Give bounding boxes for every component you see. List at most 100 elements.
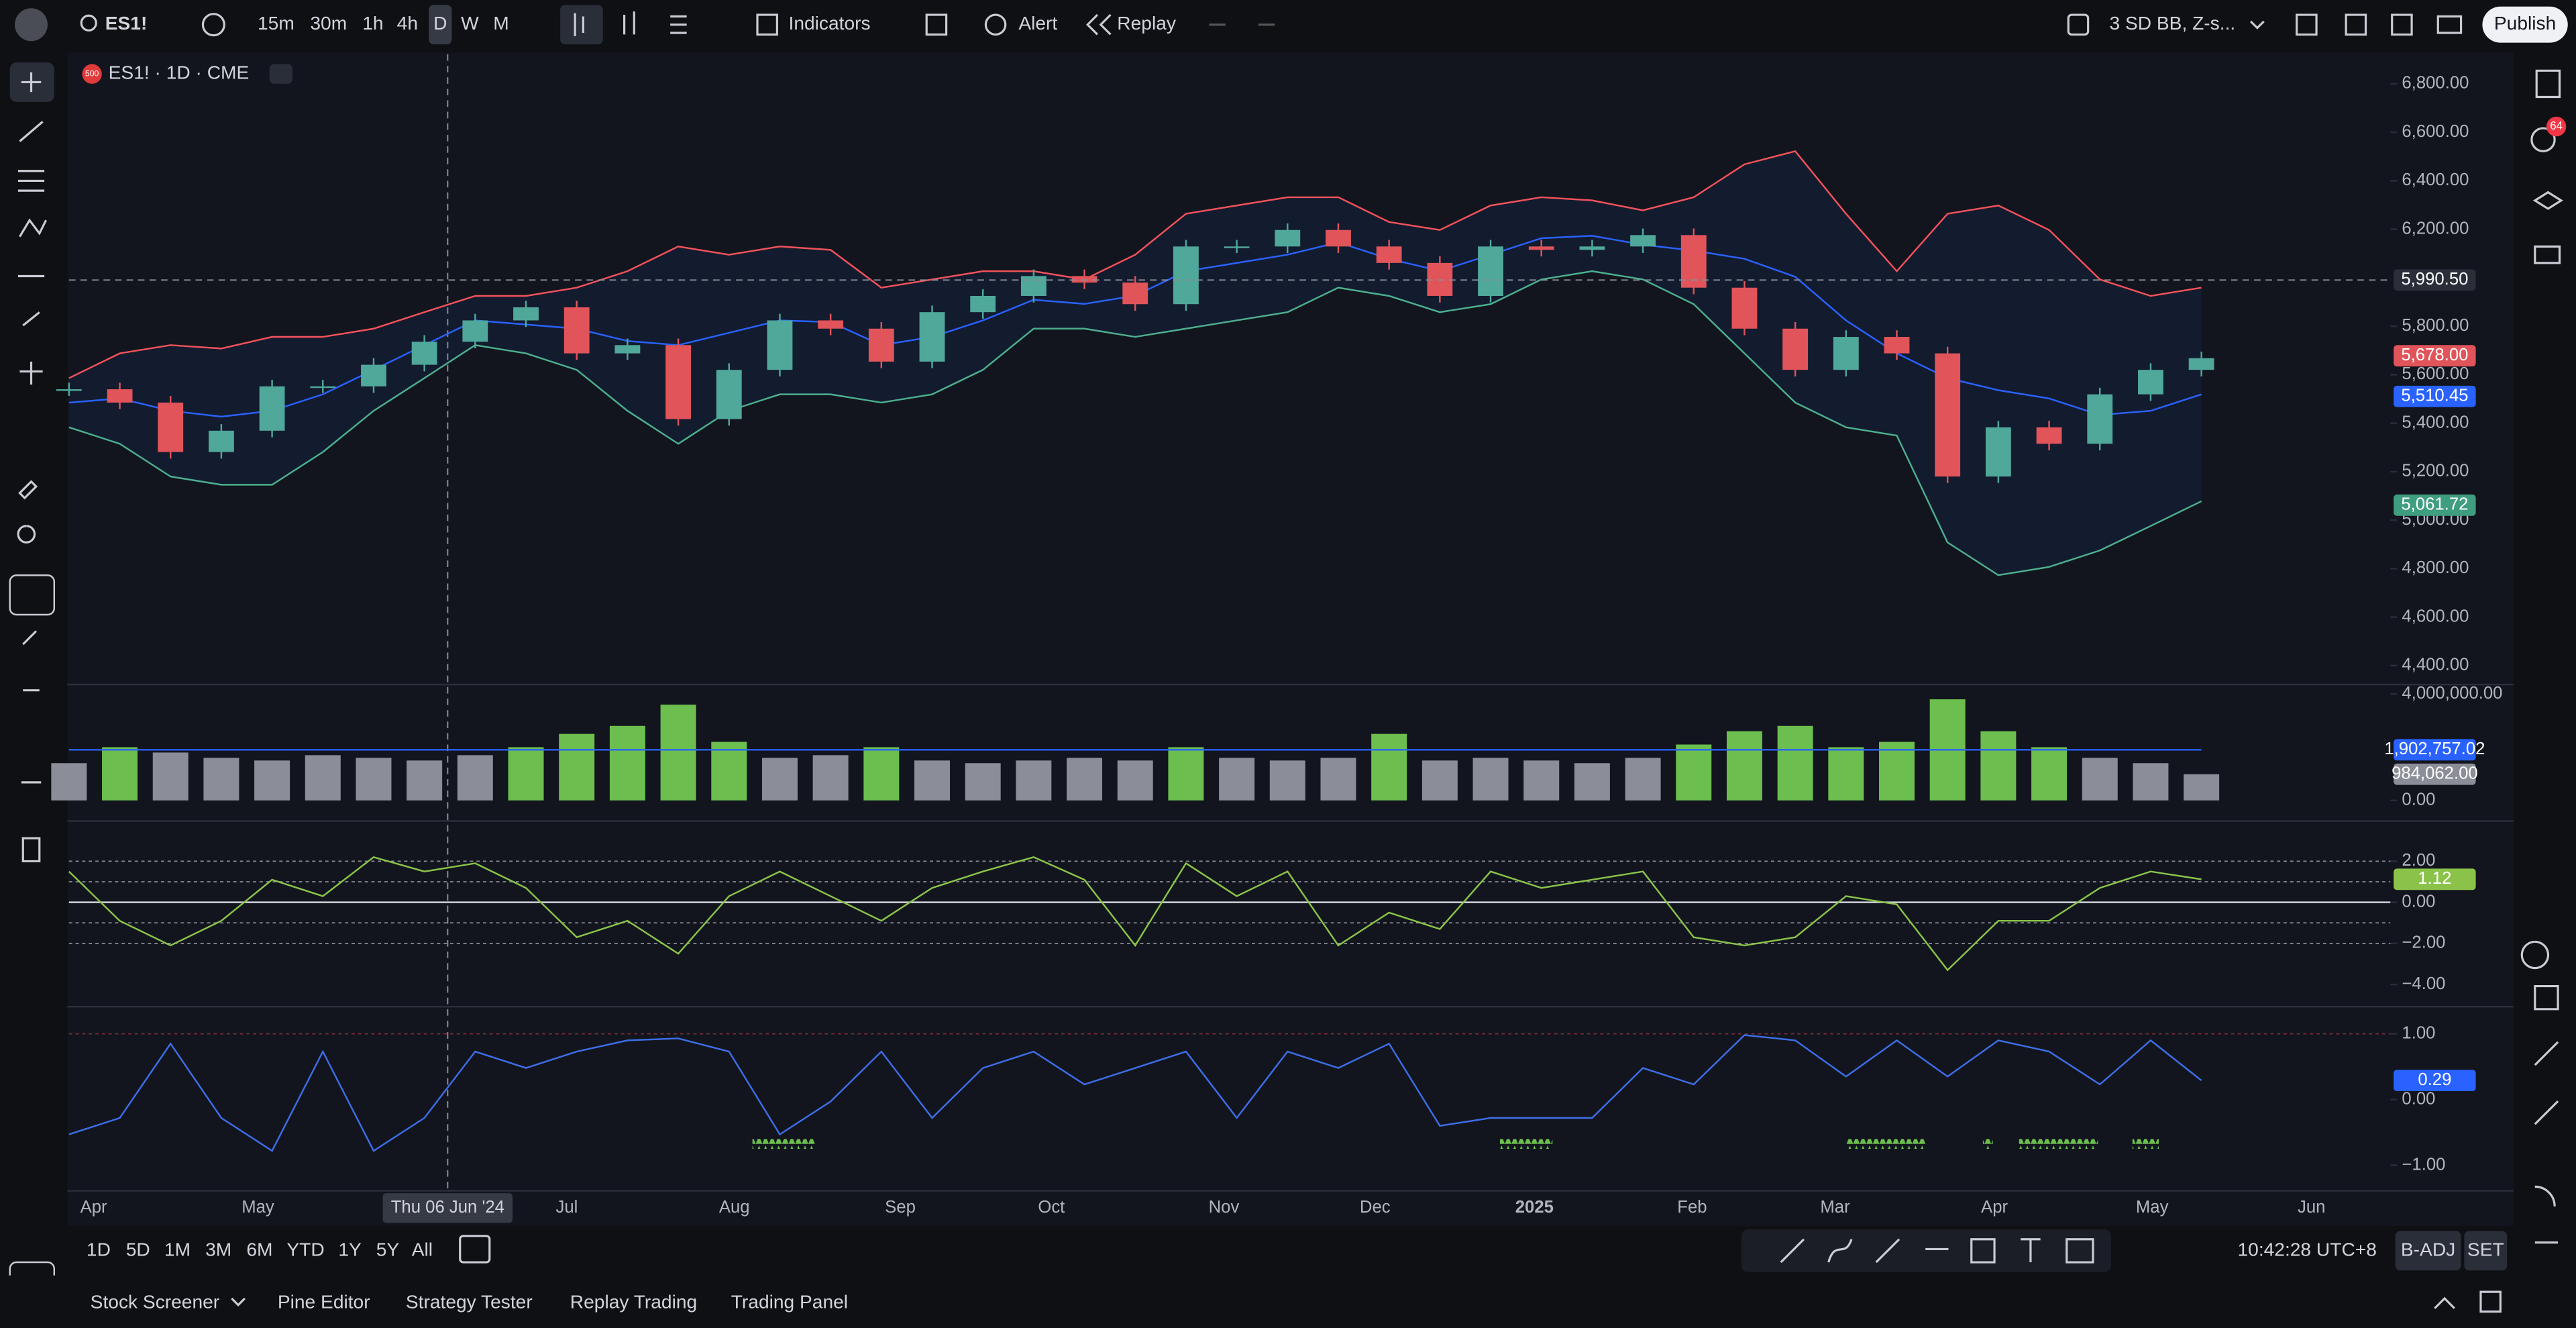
- volume-label-box: [2394, 763, 2476, 785]
- candle: [1071, 276, 1097, 283]
- range-button[interactable]: 1D: [87, 1239, 111, 1260]
- range-button[interactable]: 6M: [246, 1239, 272, 1260]
- symbol[interactable]: ES1!: [105, 13, 148, 34]
- volume-bar: [863, 747, 900, 801]
- candle: [107, 389, 133, 403]
- volume-bar: [1828, 747, 1864, 801]
- exchange-icon-text: 500: [85, 68, 99, 78]
- price-label-box: [2394, 494, 2476, 516]
- interval[interactable]: 15m: [258, 13, 294, 34]
- interval[interactable]: W: [461, 13, 479, 34]
- candle: [56, 389, 82, 391]
- alert[interactable]: Alert: [1018, 13, 1057, 34]
- publish-button[interactable]: [2482, 6, 2568, 43]
- session[interactable]: SET: [2467, 1239, 2504, 1260]
- y-tick-label: 4,800.00: [2402, 558, 2469, 577]
- layout-caret[interactable]: [2249, 20, 2265, 30]
- volume-bar: [914, 760, 950, 801]
- alerts-icon[interactable]: [2530, 127, 2556, 152]
- clock: 10:42:28 UTC+8: [2238, 1239, 2377, 1260]
- avatar[interactable]: [15, 8, 48, 42]
- layout-icon[interactable]: [2067, 13, 2090, 36]
- volume-ma-label: 1,902,757.02: [2384, 739, 2485, 758]
- y-tick-label: 5,800.00: [2402, 316, 2469, 335]
- adj[interactable]: B-ADJ: [2401, 1239, 2455, 1260]
- volume-label: 984,062.00: [2392, 764, 2478, 783]
- range-button[interactable]: 1Y: [338, 1239, 362, 1260]
- right-tools[interactable]: [2520, 69, 2563, 1326]
- volume-bar: [356, 758, 392, 801]
- y-tick-label: 6,800.00: [2402, 74, 2469, 93]
- interval[interactable]: 30m: [310, 13, 347, 34]
- exchange-icon: [82, 64, 102, 84]
- indicators-icon[interactable]: [756, 13, 778, 36]
- top-right-icons[interactable]: [2296, 13, 2463, 36]
- tab[interactable]: Replay Trading: [570, 1292, 697, 1313]
- time-label: Nov: [1209, 1198, 1240, 1217]
- interval[interactable]: M: [493, 13, 508, 34]
- indicator-line: [68, 856, 2202, 972]
- drawing-tools[interactable]: [17, 72, 47, 863]
- indicator-label-box: [2394, 868, 2476, 890]
- date-range-icon[interactable]: [459, 1235, 491, 1264]
- toolbar-icons[interactable]: [623, 11, 687, 35]
- adj-button[interactable]: [2395, 1231, 2461, 1271]
- time-label: Oct: [1038, 1198, 1065, 1217]
- drawing-bar-tools[interactable]: [1780, 1238, 2094, 1264]
- interval[interactable]: 1h: [362, 13, 383, 34]
- publish[interactable]: Publish: [2494, 13, 2556, 34]
- session-button[interactable]: [2464, 1231, 2508, 1271]
- volume-bar: [1472, 758, 1509, 801]
- volume-bar: [1574, 763, 1610, 801]
- candle: [716, 370, 742, 419]
- alert-icon[interactable]: [984, 13, 1007, 36]
- replay-icon[interactable]: [1085, 13, 1112, 36]
- price-label: 5,990.50: [2401, 270, 2468, 289]
- candle: [2138, 370, 2163, 395]
- volume-bar: [1016, 760, 1052, 801]
- add-symbol[interactable]: [201, 13, 225, 37]
- tab[interactable]: Stock Screener: [91, 1292, 219, 1313]
- layout-name[interactable]: 3 SD BB, Z-s...: [2109, 13, 2235, 34]
- band-line: [68, 150, 2202, 379]
- tab-controls[interactable]: [231, 1290, 2502, 1313]
- candle: [2036, 427, 2062, 444]
- magnet-tool[interactable]: [9, 574, 56, 616]
- range-button[interactable]: All: [412, 1239, 433, 1260]
- y-tick-label: 6,400.00: [2402, 170, 2469, 189]
- candle: [1731, 287, 1758, 329]
- volume-bar: [609, 725, 645, 801]
- volume-bar: [812, 755, 849, 801]
- y-tick-label: 4,000,000.00: [2402, 684, 2502, 703]
- y-tick-label: 5,400.00: [2402, 413, 2469, 431]
- time-label: Jun: [2298, 1198, 2325, 1217]
- crosshair-time-box: [382, 1193, 513, 1223]
- range-button[interactable]: 5D: [126, 1239, 150, 1260]
- volume-bar: [711, 742, 747, 801]
- tab[interactable]: Pine Editor: [278, 1292, 370, 1313]
- replay[interactable]: Replay: [1117, 13, 1177, 34]
- range-button[interactable]: YTD: [286, 1239, 324, 1260]
- indicators[interactable]: Indicators: [789, 13, 871, 34]
- range-button[interactable]: 3M: [205, 1239, 231, 1260]
- templates-icon[interactable]: [925, 13, 948, 36]
- indicator-line: [68, 1034, 2202, 1152]
- interval[interactable]: D: [433, 13, 447, 34]
- legend-toggle[interactable]: [269, 64, 292, 84]
- volume-ma-label-box: [2394, 739, 2476, 761]
- range-button[interactable]: 1M: [164, 1239, 191, 1260]
- search-icon[interactable]: [80, 14, 97, 32]
- tab[interactable]: Trading Panel: [731, 1292, 848, 1313]
- volume-bar: [2133, 763, 2169, 801]
- y-tick-label: 6,600.00: [2402, 122, 2469, 141]
- volume-bar: [559, 733, 595, 801]
- range-button[interactable]: 5Y: [376, 1239, 400, 1260]
- time-label: Sep: [885, 1198, 916, 1217]
- chart-type[interactable]: [560, 5, 603, 45]
- tab[interactable]: Strategy Tester: [406, 1292, 533, 1313]
- volume-bar: [102, 747, 138, 801]
- indicator-label: 1.12: [2418, 869, 2451, 888]
- interval[interactable]: 4h: [397, 13, 418, 34]
- candle: [1020, 276, 1046, 296]
